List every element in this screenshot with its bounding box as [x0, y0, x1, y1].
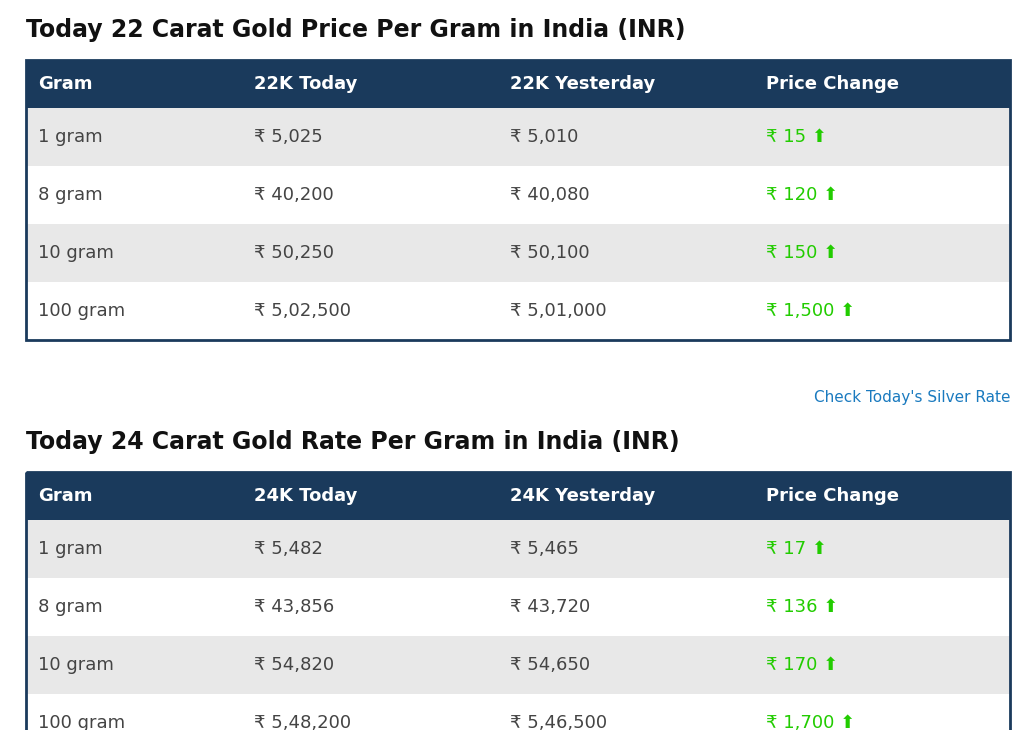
Text: ₹ 5,01,000: ₹ 5,01,000	[511, 302, 607, 320]
Text: 1 gram: 1 gram	[38, 128, 103, 146]
Bar	[26, 578, 1010, 636]
Bar	[26, 472, 1010, 730]
Text: 100 gram: 100 gram	[38, 714, 125, 730]
Text: ₹ 5,025: ₹ 5,025	[255, 128, 323, 146]
Text: ₹ 1,700 ⬆: ₹ 1,700 ⬆	[767, 714, 856, 730]
Text: ₹ 54,650: ₹ 54,650	[511, 656, 591, 674]
Text: 22K Yesterday: 22K Yesterday	[511, 75, 656, 93]
Text: ₹ 1,500 ⬆: ₹ 1,500 ⬆	[767, 302, 856, 320]
Text: ₹ 170 ⬆: ₹ 170 ⬆	[767, 656, 838, 674]
Text: ₹ 120 ⬆: ₹ 120 ⬆	[767, 186, 838, 204]
Text: ₹ 43,720: ₹ 43,720	[511, 598, 591, 616]
Text: ₹ 150 ⬆: ₹ 150 ⬆	[767, 244, 838, 262]
Text: Today 24 Carat Gold Rate Per Gram in India (INR): Today 24 Carat Gold Rate Per Gram in Ind…	[26, 430, 680, 454]
Text: ₹ 5,02,500: ₹ 5,02,500	[255, 302, 351, 320]
Text: 24K Yesterday: 24K Yesterday	[511, 487, 656, 505]
Text: Gram: Gram	[38, 487, 92, 505]
Text: Price Change: Price Change	[767, 75, 899, 93]
Text: Gram: Gram	[38, 75, 92, 93]
Text: ₹ 5,48,200: ₹ 5,48,200	[255, 714, 351, 730]
Bar	[26, 472, 1010, 520]
Text: ₹ 43,856: ₹ 43,856	[255, 598, 335, 616]
Bar	[26, 60, 1010, 340]
Bar	[26, 224, 1010, 282]
Bar	[26, 520, 1010, 578]
Text: ₹ 5,465: ₹ 5,465	[511, 540, 579, 558]
Bar	[26, 60, 1010, 108]
Bar	[26, 694, 1010, 730]
Text: ₹ 50,100: ₹ 50,100	[511, 244, 589, 262]
Text: ₹ 40,080: ₹ 40,080	[511, 186, 589, 204]
Text: ₹ 17 ⬆: ₹ 17 ⬆	[767, 540, 827, 558]
Text: ₹ 54,820: ₹ 54,820	[255, 656, 335, 674]
Text: ₹ 5,46,500: ₹ 5,46,500	[511, 714, 607, 730]
Bar	[26, 166, 1010, 224]
Bar	[26, 636, 1010, 694]
Text: 8 gram: 8 gram	[38, 598, 103, 616]
Text: ₹ 50,250: ₹ 50,250	[255, 244, 335, 262]
Text: ₹ 136 ⬆: ₹ 136 ⬆	[767, 598, 838, 616]
Text: ₹ 40,200: ₹ 40,200	[255, 186, 335, 204]
Text: ₹ 5,482: ₹ 5,482	[255, 540, 323, 558]
Bar	[26, 282, 1010, 340]
Text: Price Change: Price Change	[767, 487, 899, 505]
Text: Check Today's Silver Rate: Check Today's Silver Rate	[813, 390, 1010, 405]
Text: ₹ 5,010: ₹ 5,010	[511, 128, 579, 146]
Text: 1 gram: 1 gram	[38, 540, 103, 558]
Text: 10 gram: 10 gram	[38, 244, 114, 262]
Text: Today 22 Carat Gold Price Per Gram in India (INR): Today 22 Carat Gold Price Per Gram in In…	[26, 18, 686, 42]
Text: 100 gram: 100 gram	[38, 302, 125, 320]
Text: 8 gram: 8 gram	[38, 186, 103, 204]
Text: 10 gram: 10 gram	[38, 656, 114, 674]
Text: 24K Today: 24K Today	[255, 487, 357, 505]
Text: 22K Today: 22K Today	[255, 75, 357, 93]
Text: ₹ 15 ⬆: ₹ 15 ⬆	[767, 128, 827, 146]
Bar	[26, 108, 1010, 166]
